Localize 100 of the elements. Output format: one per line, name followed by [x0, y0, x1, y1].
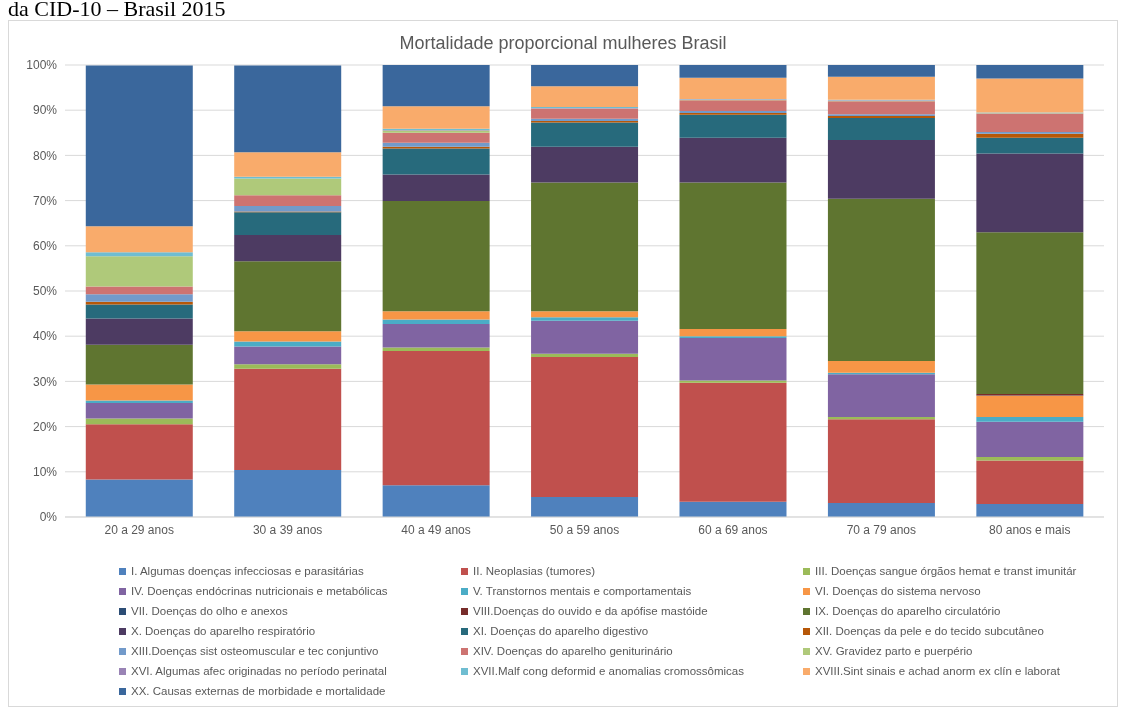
- bar: [679, 114, 787, 138]
- legend-label: XVIII.Sint sinais e achad anorm ex clín e laborat: [815, 665, 1060, 677]
- bar: [679, 338, 787, 381]
- bar: [234, 331, 342, 342]
- x-tick-label: 50 a 59 anos: [549, 522, 620, 537]
- legend-label: IX. Doenças do aparelho circulatório: [815, 605, 1001, 617]
- y-tick-label: 100%: [26, 58, 58, 73]
- bar: [382, 132, 490, 143]
- bar: [234, 152, 342, 177]
- legend-label: XVI. Algumas afec originadas no período perinatal: [131, 665, 387, 677]
- y-tick-label: 0%: [39, 510, 58, 525]
- bar: [679, 380, 787, 383]
- bar: [531, 65, 639, 87]
- bar: [976, 417, 1084, 422]
- x-tick-label: 40 a 49 anos: [401, 522, 471, 537]
- bar: [85, 424, 193, 480]
- bar: [85, 344, 193, 385]
- y-tick-label: 90%: [32, 103, 58, 118]
- y-tick-label: 50%: [32, 284, 58, 299]
- legend-label: XII. Doenças da pele e do tecido subcutâneo: [815, 625, 1044, 637]
- bar: [531, 353, 639, 357]
- legend-label: XX. Causas externas de morbidade e mortalidade: [131, 685, 386, 697]
- y-tick-label: 20%: [32, 419, 58, 434]
- bar: [976, 395, 1084, 418]
- bar: [382, 319, 490, 324]
- bar: [85, 65, 193, 227]
- bar: [827, 374, 935, 418]
- bar: [382, 174, 490, 202]
- bar: [85, 318, 193, 345]
- bar: [531, 122, 639, 147]
- bar: [85, 301, 193, 305]
- bar: [85, 252, 193, 257]
- x-tick-label: 60 a 69 anos: [698, 522, 768, 537]
- legend-label: XVII.Malf cong deformid e anomalias cromossômicas: [473, 665, 744, 677]
- y-tick-label: 60%: [32, 239, 58, 254]
- y-tick-label: 70%: [32, 193, 58, 208]
- bar: [827, 140, 935, 199]
- bar: [234, 178, 342, 196]
- bar: [234, 341, 342, 347]
- x-tick-label: 70 a 79 anos: [846, 522, 917, 537]
- bar: [679, 77, 787, 99]
- bar: [234, 206, 342, 212]
- x-tick-label: 80 anos e mais: [989, 522, 1071, 537]
- bar: [234, 364, 342, 369]
- legend-label: III. Doenças sangue órgãos hemat e transt imunitár: [815, 565, 1077, 577]
- y-tick-label: 10%: [32, 465, 58, 480]
- bar: [85, 479, 193, 517]
- bar: [827, 502, 935, 517]
- bar: [85, 256, 193, 287]
- bar: [382, 311, 490, 320]
- bar: [976, 133, 1084, 138]
- bar: [679, 182, 787, 329]
- bar: [827, 101, 935, 115]
- y-tick-label: 80%: [32, 148, 58, 163]
- bar: [382, 106, 490, 129]
- legend-label: XIII.Doenças sist osteomuscular e tec conjuntivo: [131, 645, 379, 657]
- bar: [382, 485, 490, 517]
- x-tick-label: 20 a 29 anos: [104, 522, 174, 537]
- text: da CID-10 – Brasil 2015: [8, 0, 226, 22]
- bar: [531, 320, 639, 354]
- legend-label: V. Transtornos mentais e comportamentais: [473, 585, 692, 597]
- bar: [679, 382, 787, 502]
- legend-label: I. Algumas doenças infecciosas e parasitárias: [131, 565, 364, 577]
- bar: [234, 368, 342, 470]
- x-tick-label: 30 a 39 anos: [252, 522, 323, 537]
- bar: [827, 65, 935, 77]
- bar: [85, 400, 193, 404]
- bar: [85, 418, 193, 425]
- bar: [976, 113, 1084, 132]
- bar: [234, 469, 342, 517]
- bar: [531, 86, 639, 108]
- bar: [382, 324, 490, 348]
- bar: [234, 261, 342, 332]
- bar: [531, 497, 639, 517]
- bar: [827, 117, 935, 141]
- legend-label: VII. Doenças do olho e anexos: [131, 605, 288, 617]
- bar: [976, 153, 1084, 233]
- bar: [827, 419, 935, 503]
- bar: [679, 100, 787, 112]
- legend-label: II. Neoplasias (tumores): [473, 565, 596, 577]
- bar: [679, 501, 787, 517]
- bar: [976, 421, 1084, 457]
- bar: [531, 356, 639, 498]
- bar: [382, 148, 490, 175]
- bar: [234, 346, 342, 365]
- bar: [382, 351, 490, 486]
- bar: [827, 361, 935, 373]
- legend-label: IV. Doenças endócrinas nutricionais e metabólicas: [131, 585, 388, 597]
- y-tick-label: 40%: [32, 329, 58, 344]
- bar: [976, 137, 1084, 154]
- bar: [976, 456, 1084, 461]
- bar: [976, 78, 1084, 113]
- bar: [234, 234, 342, 262]
- bar: [976, 232, 1084, 395]
- bar: [85, 294, 193, 302]
- bar: [531, 108, 639, 119]
- bar: [234, 212, 342, 235]
- legend-label: VI. Doenças do sistema nervoso: [815, 585, 981, 597]
- bar: [679, 65, 787, 78]
- legend-label: XI. Doenças do aparelho digestivo: [473, 625, 649, 637]
